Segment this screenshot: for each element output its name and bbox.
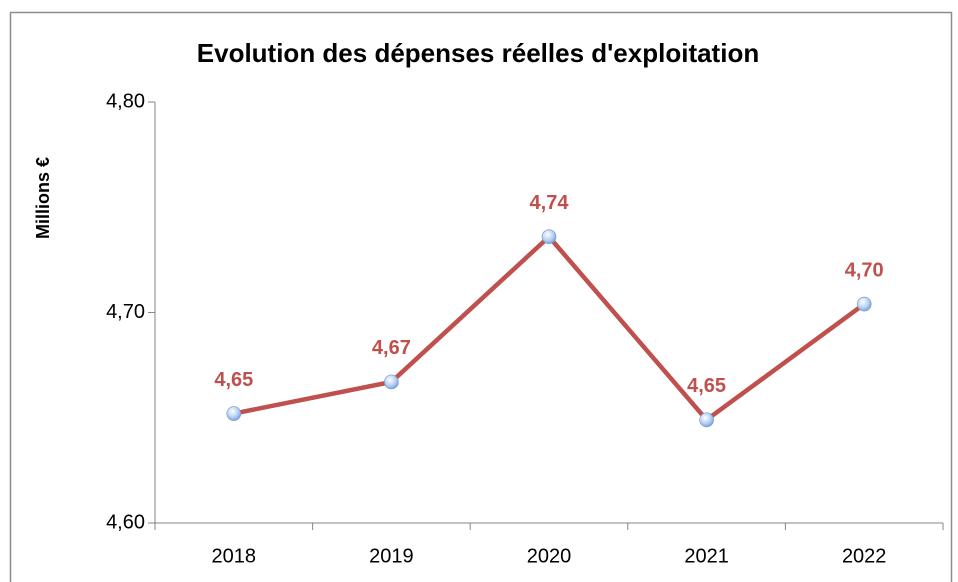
point-marker [856,296,872,312]
point-marker [699,412,714,428]
x-tick-label: 2022 [842,545,887,567]
x-tick-label: 2021 [684,545,729,567]
y-tick-label: 4,60 [106,511,145,533]
data-label: 4,65 [214,369,253,391]
point-marker [384,374,399,390]
point-marker [226,406,242,421]
data-label: 4,67 [372,337,411,359]
data-label: 4,70 [845,259,884,281]
y-tick-label: 4,70 [106,301,145,323]
point-marker [541,229,557,245]
x-tick-label: 2019 [369,545,414,567]
x-tick-label: 2020 [527,545,572,567]
y-tick-label: 4,80 [106,90,145,112]
x-tick-label: 2018 [212,545,257,567]
data-label: 4,65 [687,375,726,397]
chart-title: Evolution des dépenses réelles d'exploit… [197,38,759,68]
y-axis-label: Millions € [33,157,53,239]
data-label: 4,74 [530,192,570,214]
